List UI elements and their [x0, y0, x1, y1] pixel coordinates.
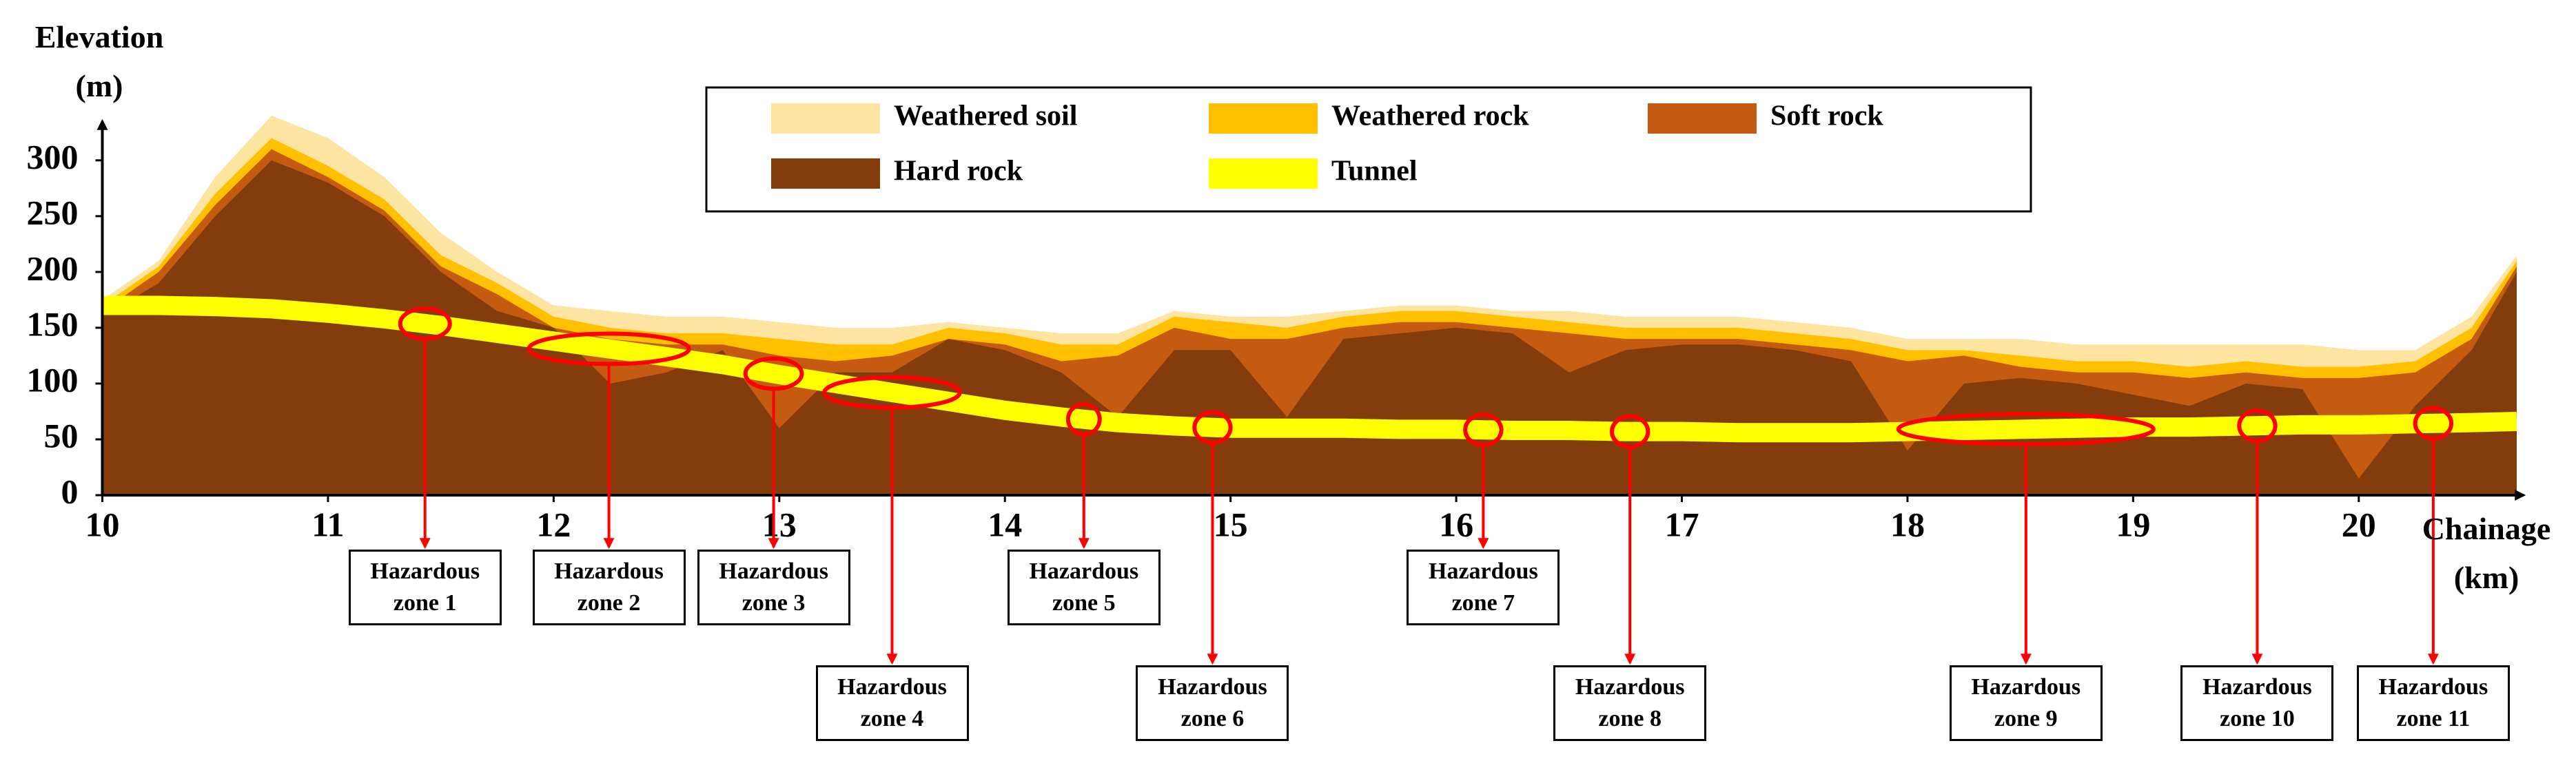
- legend-swatch: [771, 158, 880, 189]
- x-tick-label: 17: [1665, 505, 1699, 543]
- legend-label: Weathered soil: [894, 101, 1077, 132]
- hazard-zone-label: Hazardous zone 9: [1949, 665, 2103, 741]
- y-tick-label: 200: [27, 249, 79, 287]
- hazard-zone-label: Hazardous zone 8: [1553, 665, 1707, 741]
- hazard-zone-label: Hazardous zone 6: [1136, 665, 1289, 741]
- legend-swatch: [1648, 103, 1757, 134]
- hazard-zone-label: Hazardous zone 10: [2180, 665, 2334, 741]
- x-tick-label: 10: [85, 505, 120, 543]
- x-tick-label: 12: [536, 505, 571, 543]
- legend-label: Tunnel: [1331, 156, 1418, 187]
- x-tick-label: 16: [1439, 505, 1473, 543]
- legend-box: [705, 86, 2032, 213]
- hazard-zone-label: Hazardous zone 5: [1007, 550, 1161, 625]
- hazard-zone-label: Hazardous zone 1: [348, 550, 502, 625]
- legend-swatch: [1209, 103, 1318, 134]
- y-tick-label: 250: [27, 193, 79, 231]
- y-tick-label: 100: [27, 360, 79, 399]
- x-tick-label: 14: [988, 505, 1022, 543]
- y-tick-label: 150: [27, 304, 79, 343]
- x-tick-label: 13: [762, 505, 797, 543]
- hazard-zone-label: Hazardous zone 7: [1407, 550, 1560, 625]
- legend-label: Soft rock: [1770, 101, 1883, 132]
- x-axis-label: Chainage (km): [2422, 511, 2551, 596]
- y-tick-label: 300: [27, 137, 79, 176]
- y-axis-label: Elevation (m): [34, 19, 164, 104]
- y-tick-label: 0: [61, 472, 79, 510]
- layer-area: [102, 160, 2517, 495]
- hazard-zone-label: Hazardous zone 2: [532, 550, 686, 625]
- x-tick-label: 19: [2116, 505, 2150, 543]
- x-tick-label: 11: [311, 505, 344, 543]
- hazard-zone-label: Hazardous zone 3: [697, 550, 850, 625]
- legend-swatch: [771, 103, 880, 134]
- x-tick-label: 20: [2342, 505, 2376, 543]
- legend-label: Hard rock: [894, 156, 1023, 187]
- x-tick-label: 18: [1890, 505, 1925, 543]
- y-tick-label: 50: [44, 416, 79, 455]
- legend-label: Weathered rock: [1331, 101, 1529, 132]
- hazard-zone-label: Hazardous zone 11: [2356, 665, 2510, 741]
- legend-swatch: [1209, 158, 1318, 189]
- hazard-zone-label: Hazardous zone 4: [815, 665, 969, 741]
- tunnel-line: [102, 295, 2517, 443]
- x-tick-label: 15: [1214, 505, 1248, 543]
